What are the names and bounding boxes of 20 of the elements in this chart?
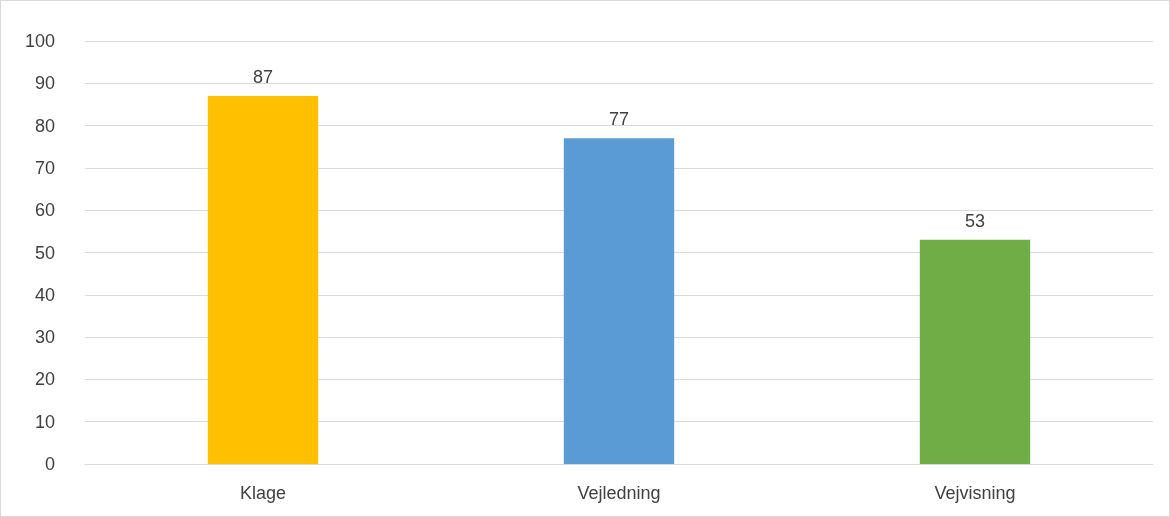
y-tick-label: 70 — [34, 157, 55, 178]
y-tick-label: 100 — [24, 31, 55, 51]
bar — [563, 138, 675, 464]
x-tick-label: Klage — [239, 483, 287, 503]
x-tick-label: Vejledning — [577, 483, 661, 503]
bar — [919, 239, 1031, 464]
y-tick-label: 80 — [34, 115, 55, 136]
y-tick-label: 20 — [34, 369, 55, 390]
data-label: 53 — [964, 210, 986, 231]
y-tick-label: 40 — [34, 284, 55, 305]
x-tick-label: Vejvisning — [934, 483, 1016, 503]
bar — [207, 95, 319, 464]
data-label: 87 — [252, 66, 274, 87]
y-tick-label: 50 — [34, 242, 55, 263]
y-tick-label: 0 — [44, 454, 55, 474]
y-tick-label: 60 — [34, 200, 55, 221]
data-label: 77 — [608, 109, 630, 130]
y-tick-label: 90 — [34, 73, 55, 94]
y-tick-label: 30 — [34, 327, 55, 348]
y-tick-label: 10 — [34, 411, 55, 432]
